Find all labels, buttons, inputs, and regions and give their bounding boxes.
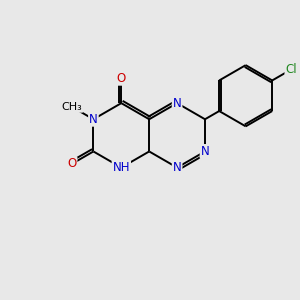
Text: N: N: [201, 145, 209, 158]
Text: N: N: [89, 113, 98, 126]
Text: O: O: [117, 72, 126, 85]
Text: N: N: [173, 161, 182, 174]
Text: NH: NH: [112, 161, 130, 174]
Text: N: N: [173, 97, 182, 110]
Text: O: O: [67, 158, 76, 170]
Text: CH₃: CH₃: [61, 102, 82, 112]
Text: Cl: Cl: [285, 63, 297, 76]
